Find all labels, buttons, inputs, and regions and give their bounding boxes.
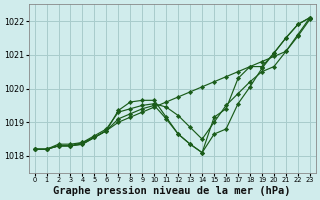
X-axis label: Graphe pression niveau de la mer (hPa): Graphe pression niveau de la mer (hPa)	[53, 186, 291, 196]
